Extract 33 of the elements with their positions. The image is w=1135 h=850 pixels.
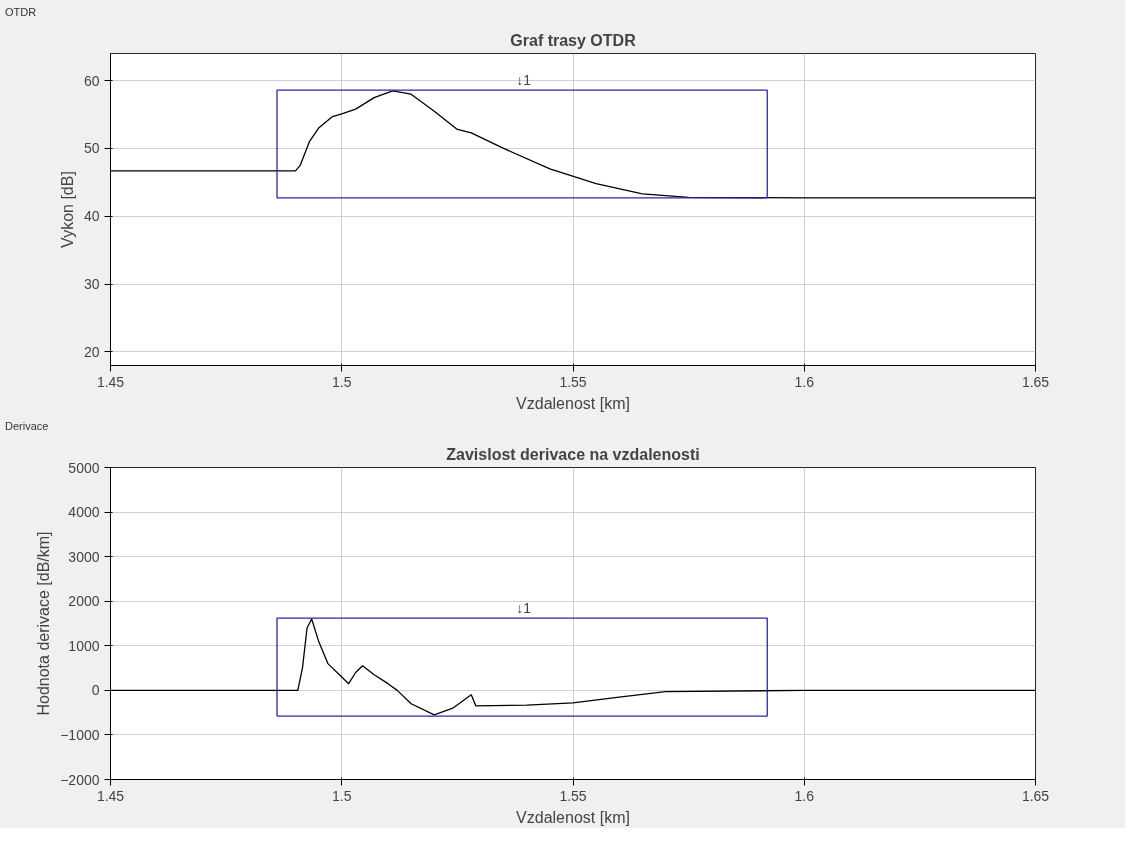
y-tick-label: 60 xyxy=(83,72,100,89)
y-axis-title: Vykon [dB] xyxy=(58,171,76,248)
y-tick-label: 3000 xyxy=(68,548,100,565)
chart-title: Zavislost derivace na vzdalenosti xyxy=(446,445,700,463)
y-tick-label: −1000 xyxy=(60,726,100,743)
x-tick-label: 1.5 xyxy=(332,787,352,804)
y-axis-title: Hodnota derivace [dB/km] xyxy=(35,531,53,716)
y-tick-label: 0 xyxy=(91,682,100,699)
y-tick-label: 20 xyxy=(83,343,100,360)
x-tick-label: 1.6 xyxy=(794,373,815,390)
x-tick-label: 1.65 xyxy=(1021,373,1050,390)
y-tick-label: 1000 xyxy=(68,637,100,654)
x-tick-label: 1.55 xyxy=(559,373,587,390)
y-tick-label: 2000 xyxy=(68,593,100,610)
x-tick-label: 1.55 xyxy=(559,787,587,804)
y-tick-label: 40 xyxy=(83,208,100,225)
annotation: ↓1 xyxy=(516,600,532,617)
x-axis-title: Vzdalenost [km] xyxy=(516,808,630,826)
x-tick-label: 1.5 xyxy=(332,373,352,390)
x-axis-title: Vzdalenost [km] xyxy=(516,394,630,412)
y-tick-label: 4000 xyxy=(68,504,100,521)
text: OTDR xyxy=(5,5,37,20)
x-tick-label: 1.45 xyxy=(96,373,125,390)
y-tick-label: 5000 xyxy=(68,459,100,476)
x-tick-label: 1.65 xyxy=(1021,787,1050,804)
x-tick-label: 1.45 xyxy=(96,787,125,804)
y-tick-label: 50 xyxy=(83,140,100,157)
y-tick-label: −2000 xyxy=(60,771,100,788)
text: Derivace xyxy=(5,419,49,434)
y-tick-label: 30 xyxy=(83,276,100,293)
annotation: ↓1 xyxy=(516,72,532,89)
x-tick-label: 1.6 xyxy=(794,787,815,804)
chart-title: Graf trasy OTDR xyxy=(510,31,637,49)
